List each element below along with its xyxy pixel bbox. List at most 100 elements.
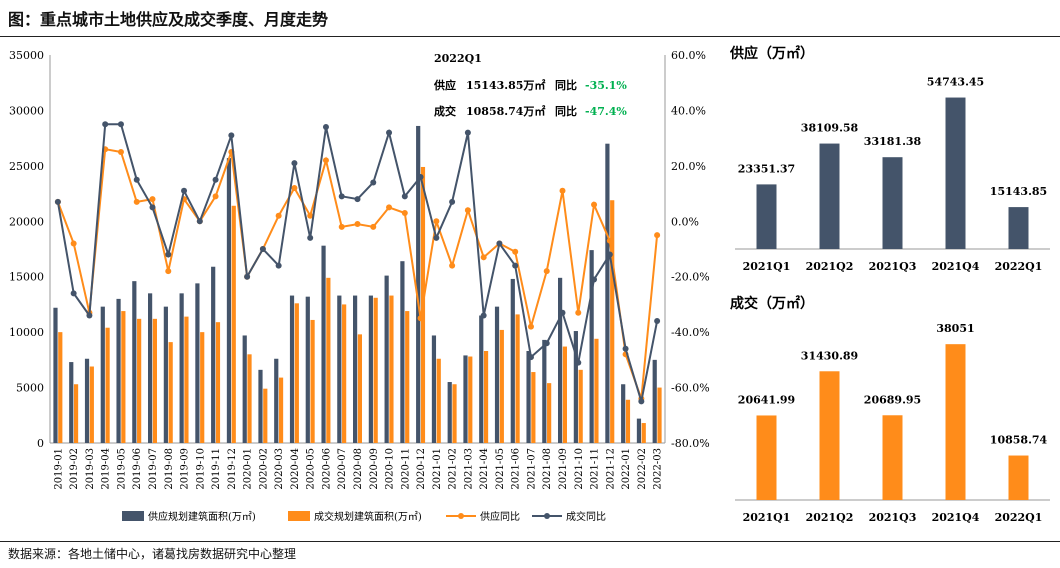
- x-tick-label: 2021-09: [558, 448, 569, 490]
- deal-bar: [357, 334, 362, 443]
- deal-bar: [278, 377, 284, 443]
- x-tick-label: 2021-03: [463, 448, 474, 490]
- x-tick-label: 2020-05: [306, 448, 317, 490]
- supply-yoy-point: [417, 315, 424, 322]
- x-tick-label: 2022-01: [621, 448, 632, 490]
- supply-bar: [258, 369, 263, 443]
- supply-bar: [242, 335, 247, 443]
- x-tick-label: 2019-07: [148, 448, 159, 490]
- supply-yoy-point: [133, 198, 140, 205]
- quarter-value-label: 54743.45: [927, 76, 984, 89]
- supply-yoy-point: [307, 212, 314, 219]
- deal-bar: [263, 388, 268, 443]
- deal-bar: [452, 384, 457, 443]
- annotation-deal-label: 成交: [434, 104, 456, 118]
- deal-bar: [137, 318, 142, 443]
- quarter-value-label: 38109.58: [801, 122, 859, 135]
- deal-bar: [483, 350, 489, 443]
- supply-bar: [53, 307, 58, 443]
- deal-yoy-point: [117, 121, 124, 128]
- right-tick-label: -40.0%: [671, 326, 710, 339]
- supply-bar: [652, 359, 657, 443]
- deal-yoy-point: [133, 176, 140, 183]
- legend-supply-label: 供应规划建筑面积(万㎡): [148, 510, 256, 523]
- supply-yoy-point: [543, 268, 550, 275]
- supply-bar: [195, 283, 200, 443]
- deal-bar: [215, 322, 221, 443]
- legend-deal-yoy-marker: [544, 513, 550, 519]
- deal-yoy-point: [496, 240, 503, 247]
- quarter-value-label: 33181.38: [864, 135, 922, 148]
- supply-bar: [526, 350, 531, 443]
- supply-bar: [289, 295, 295, 443]
- annotation-supply-label: 供应: [433, 78, 456, 92]
- deal-bar: [73, 384, 79, 443]
- legend-supply-yoy-label: 供应同比: [480, 510, 520, 523]
- supply-bar: [384, 275, 389, 443]
- supply-yoy-line: [56, 148, 659, 400]
- quarter-value-label: 31430.89: [801, 349, 858, 362]
- deal-bar: [310, 319, 315, 443]
- deal-yoy-point: [433, 234, 440, 241]
- deal-bar: [436, 358, 441, 443]
- x-tick-label: 2020-11: [400, 448, 411, 490]
- deal-bar: [89, 366, 94, 443]
- supply-yoy-point: [70, 240, 77, 247]
- x-tick-label: 2020-10: [385, 448, 396, 490]
- x-tick-label: 2021-07: [526, 448, 537, 490]
- deal-bar: [294, 303, 299, 443]
- supply-yoy-point: [338, 223, 345, 230]
- annotation-period: 2022Q1: [434, 52, 482, 65]
- panel-title: 供应（万㎡）: [729, 45, 814, 62]
- deal-yoy-point: [401, 193, 408, 200]
- left-tick-label: 5000: [16, 382, 44, 395]
- supply-bar: [179, 293, 184, 443]
- left-tick-label: 30000: [9, 104, 44, 117]
- deal-yoy-point: [417, 173, 424, 180]
- annotation-deal-value: 10858.74万㎡: [466, 104, 545, 118]
- x-tick-label: 2021-04: [479, 448, 490, 490]
- deal-yoy-point: [480, 312, 487, 319]
- right-tick-label: 40.0%: [671, 104, 706, 117]
- supply-yoy-point: [449, 262, 456, 269]
- x-tick-label: 2020-03: [274, 448, 285, 490]
- supply-bar: [447, 382, 452, 443]
- x-tick-label: 2020-06: [321, 448, 332, 490]
- supply-bar: [589, 250, 594, 443]
- quarter-category-label: 2021Q2: [806, 511, 854, 524]
- right-tick-label: -20.0%: [671, 271, 710, 284]
- x-tick-label: 2021-11: [590, 448, 601, 490]
- x-tick-label: 2020-02: [258, 448, 269, 490]
- supply-bar: [400, 261, 405, 443]
- main-lines: [54, 121, 661, 405]
- deal-yoy-point: [654, 318, 661, 325]
- deal-yoy-point: [149, 204, 156, 211]
- supply-yoy-point: [654, 232, 661, 239]
- supply-bar: [353, 295, 358, 443]
- annotation-deal-yoy: -47.4%: [585, 105, 627, 118]
- x-tick-label: 2019-05: [116, 448, 127, 490]
- deal-bar: [515, 314, 520, 443]
- deal-bar: [389, 295, 394, 443]
- supply-bar: [132, 281, 137, 443]
- deal-bar: [468, 356, 473, 443]
- quarter-category-label: 2022Q1: [995, 511, 1043, 524]
- deal-bar: [326, 277, 331, 443]
- quarter-bar: [882, 415, 903, 500]
- quarter-category-label: 2021Q3: [869, 511, 917, 524]
- legend-deal-swatch: [288, 511, 310, 521]
- deal-bar: [121, 311, 126, 443]
- supply-yoy-point: [370, 223, 377, 230]
- quarterly-deal-chart: 成交（万㎡） 20641.99 2021Q1 31430.89 2021Q2 20689.…: [730, 295, 1050, 524]
- supply-bar: [494, 306, 500, 443]
- x-tick-label: 2021-05: [495, 448, 506, 490]
- x-tick-label: 2021-12: [605, 448, 616, 490]
- x-tick-label: 2020-09: [369, 448, 380, 490]
- quarter-value-label: 10858.74: [990, 434, 1048, 447]
- deal-yoy-point: [102, 121, 109, 128]
- supply-yoy-point: [401, 209, 408, 216]
- deal-yoy-point: [527, 354, 534, 361]
- supply-yoy-point: [212, 193, 219, 200]
- main-x-axis: 2019-01 2019-02 2019-03 2019-04 2019-05 2019-…: [53, 448, 663, 490]
